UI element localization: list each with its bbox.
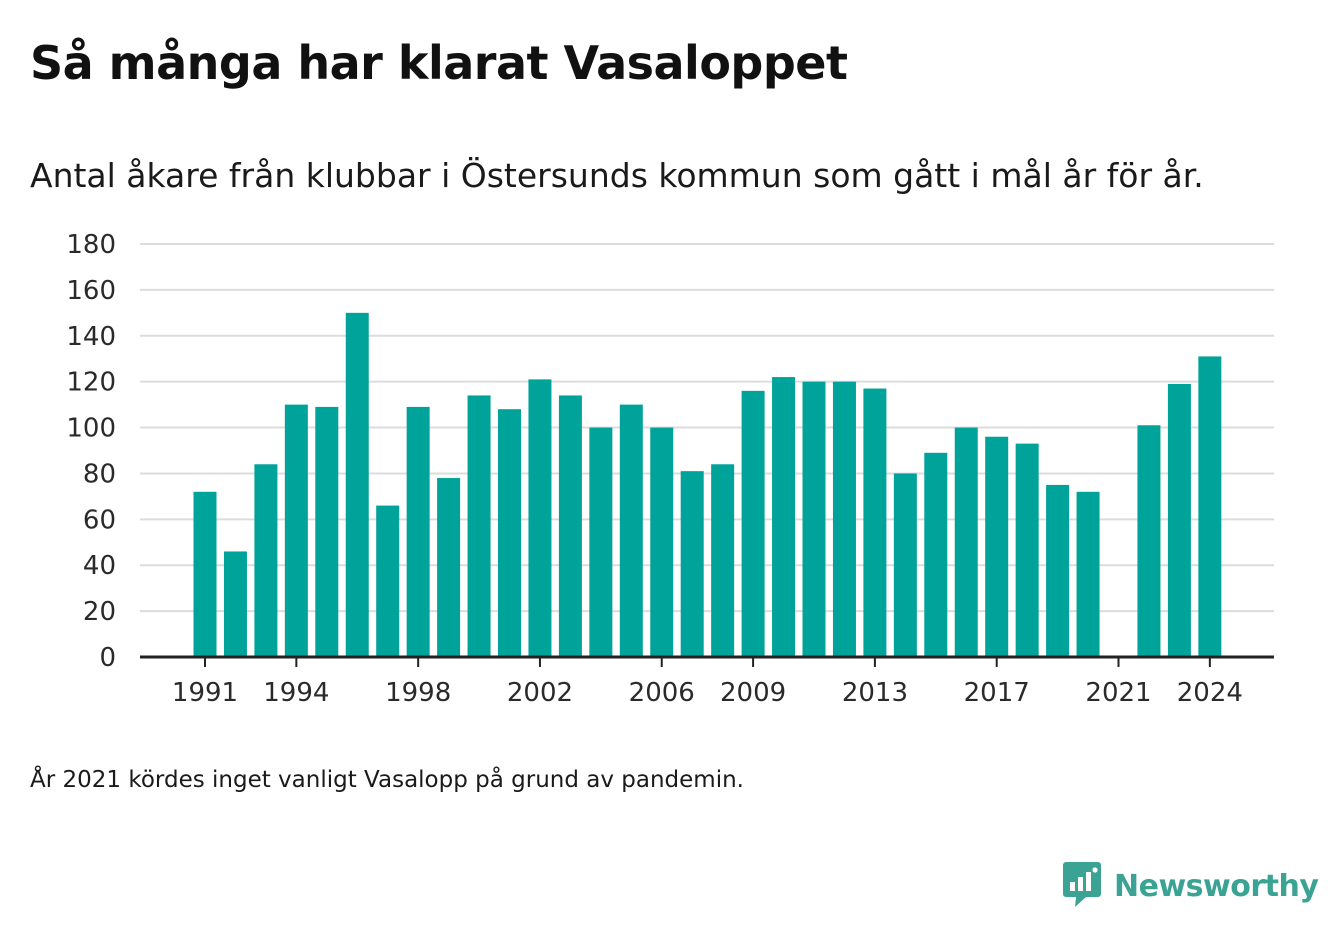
- x-tick-label-1991: 1991: [172, 678, 238, 708]
- y-tick-label-0: 0: [99, 643, 116, 673]
- bar-2002: [528, 379, 552, 657]
- bar-2015: [924, 452, 948, 657]
- y-axis-labels: 0 20 40 60 80 100 120 140 160 180: [66, 230, 116, 673]
- y-tick-label-80: 80: [83, 459, 116, 489]
- bar-2012: [832, 381, 856, 657]
- bar-chart: 0 20 40 60 80 100 120 140 160 180 1991 1994 1998 200…: [66, 230, 1274, 708]
- bar-1998: [406, 406, 430, 657]
- x-axis-labels: 1991 1994 1998 2002 2006 2009 2013 2017 2021 2024: [172, 678, 1243, 708]
- y-tick-label-160: 160: [66, 276, 116, 306]
- x-tick-label-1994: 1994: [263, 678, 329, 708]
- bar-2003: [558, 395, 582, 657]
- chart-subtitle: Antal åkare från klubbar i Östersunds ko…: [30, 156, 1204, 195]
- bar-2007: [680, 471, 704, 657]
- y-tick-label-120: 120: [66, 368, 116, 398]
- x-tick-label-1998: 1998: [385, 678, 451, 708]
- bars: [193, 312, 1222, 657]
- footnote: År 2021 kördes inget vanligt Vasalopp på…: [30, 767, 744, 793]
- bar-1999: [437, 478, 461, 657]
- x-tick-label-2006: 2006: [629, 678, 695, 708]
- bar-1996: [345, 312, 369, 657]
- bar-1997: [376, 505, 400, 657]
- x-tick-label-2002: 2002: [507, 678, 573, 708]
- bar-1993: [254, 464, 278, 657]
- brand-logo: Newsworthy: [1062, 860, 1319, 912]
- y-tick-label-60: 60: [83, 505, 116, 535]
- bar-2022: [1137, 425, 1161, 657]
- x-tick-label-2021: 2021: [1085, 678, 1151, 708]
- y-tick-label-20: 20: [83, 597, 116, 627]
- bar-2000: [467, 395, 491, 657]
- bar-2009: [741, 390, 765, 657]
- x-tick-label-2009: 2009: [720, 678, 786, 708]
- bar-1994: [284, 404, 308, 657]
- bar-1995: [315, 406, 339, 657]
- bar-2006: [650, 427, 674, 657]
- bar-2004: [589, 427, 613, 657]
- y-tick-label-40: 40: [83, 551, 116, 581]
- bar-chart-bubble-icon: [1062, 860, 1102, 912]
- brand-name: Newsworthy: [1114, 868, 1319, 904]
- bar-2014: [893, 473, 917, 657]
- y-tick-label-100: 100: [66, 414, 116, 444]
- grid-lines: [140, 243, 1274, 613]
- bar-2018: [1015, 443, 1039, 657]
- x-tick-label-2013: 2013: [842, 678, 908, 708]
- bar-2019: [1046, 484, 1070, 657]
- bar-2017: [985, 436, 1009, 657]
- bar-1991: [193, 491, 217, 657]
- x-axis: [140, 655, 1274, 667]
- chart-title: Så många har klarat Vasaloppet: [30, 36, 848, 90]
- bar-2010: [772, 377, 796, 657]
- bar-2008: [711, 464, 735, 657]
- y-tick-label-180: 180: [66, 230, 116, 260]
- bar-2020: [1076, 491, 1100, 657]
- bar-2005: [619, 404, 643, 657]
- bar-2023: [1167, 383, 1191, 657]
- y-tick-label-140: 140: [66, 322, 116, 352]
- bar-2011: [802, 381, 826, 657]
- bar-2024: [1198, 356, 1222, 657]
- bar-1992: [223, 551, 247, 657]
- x-tick-label-2024: 2024: [1177, 678, 1243, 708]
- bar-2013: [863, 388, 887, 657]
- bar-2001: [498, 409, 521, 657]
- bar-2016: [954, 427, 978, 657]
- x-tick-label-2017: 2017: [964, 678, 1030, 708]
